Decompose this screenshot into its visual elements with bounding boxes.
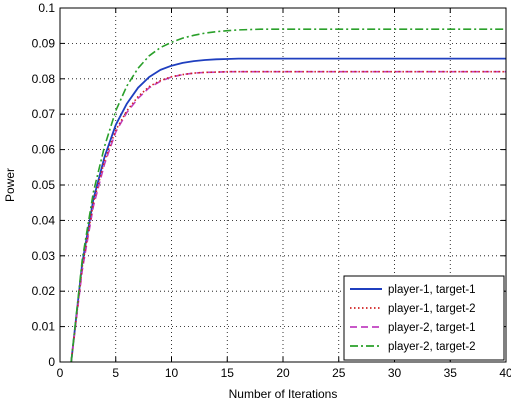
axis-ticks [59,7,507,363]
series-lines [70,28,506,363]
legend-entry: player-2, target-1 [388,322,476,334]
x-axis-label: Number of Iterations [229,387,338,401]
y-tick-label: 0.06 [32,143,56,157]
y-tick-label: 0.1 [38,1,55,15]
x-tick-label: 5 [112,366,119,380]
y-tick-label: 0.09 [32,36,56,50]
series-line-2 [70,70,506,363]
tick-labels: 0 5 10 15 20 25 30 35 40 0 0.01 0.02 0.03 0.04 0.05 0.0… [32,1,511,380]
legend-entry: player-2, target-2 [388,341,476,353]
x-tick-label: 10 [165,366,179,380]
legend-entry: player-1, target-1 [388,284,476,296]
y-tick-label: 0.05 [32,178,56,192]
x-tick-label: 25 [332,366,346,380]
legend-entry: player-1, target-2 [388,303,476,315]
x-tick-label: 15 [221,366,235,380]
y-tick-label: 0.04 [32,213,56,227]
x-tick-label: 30 [388,366,402,380]
series-line-1 [70,57,506,363]
y-tick-label: 0.02 [32,284,56,298]
y-tick-label: 0 [48,355,55,369]
y-axis-label: Power [3,168,17,202]
y-tick-label: 0.01 [32,320,56,334]
y-tick-label: 0.08 [32,72,56,86]
y-tick-label: 0.03 [32,249,56,263]
x-tick-label: 40 [499,366,511,380]
y-tick-label: 0.07 [32,107,56,121]
grid [60,8,506,362]
x-tick-label: 20 [276,366,290,380]
x-tick-label: 35 [444,366,458,380]
x-tick-label: 0 [57,366,64,380]
series-line-4 [70,28,506,363]
legend: player-1, target-1 player-1, target-2 play… [343,275,505,361]
